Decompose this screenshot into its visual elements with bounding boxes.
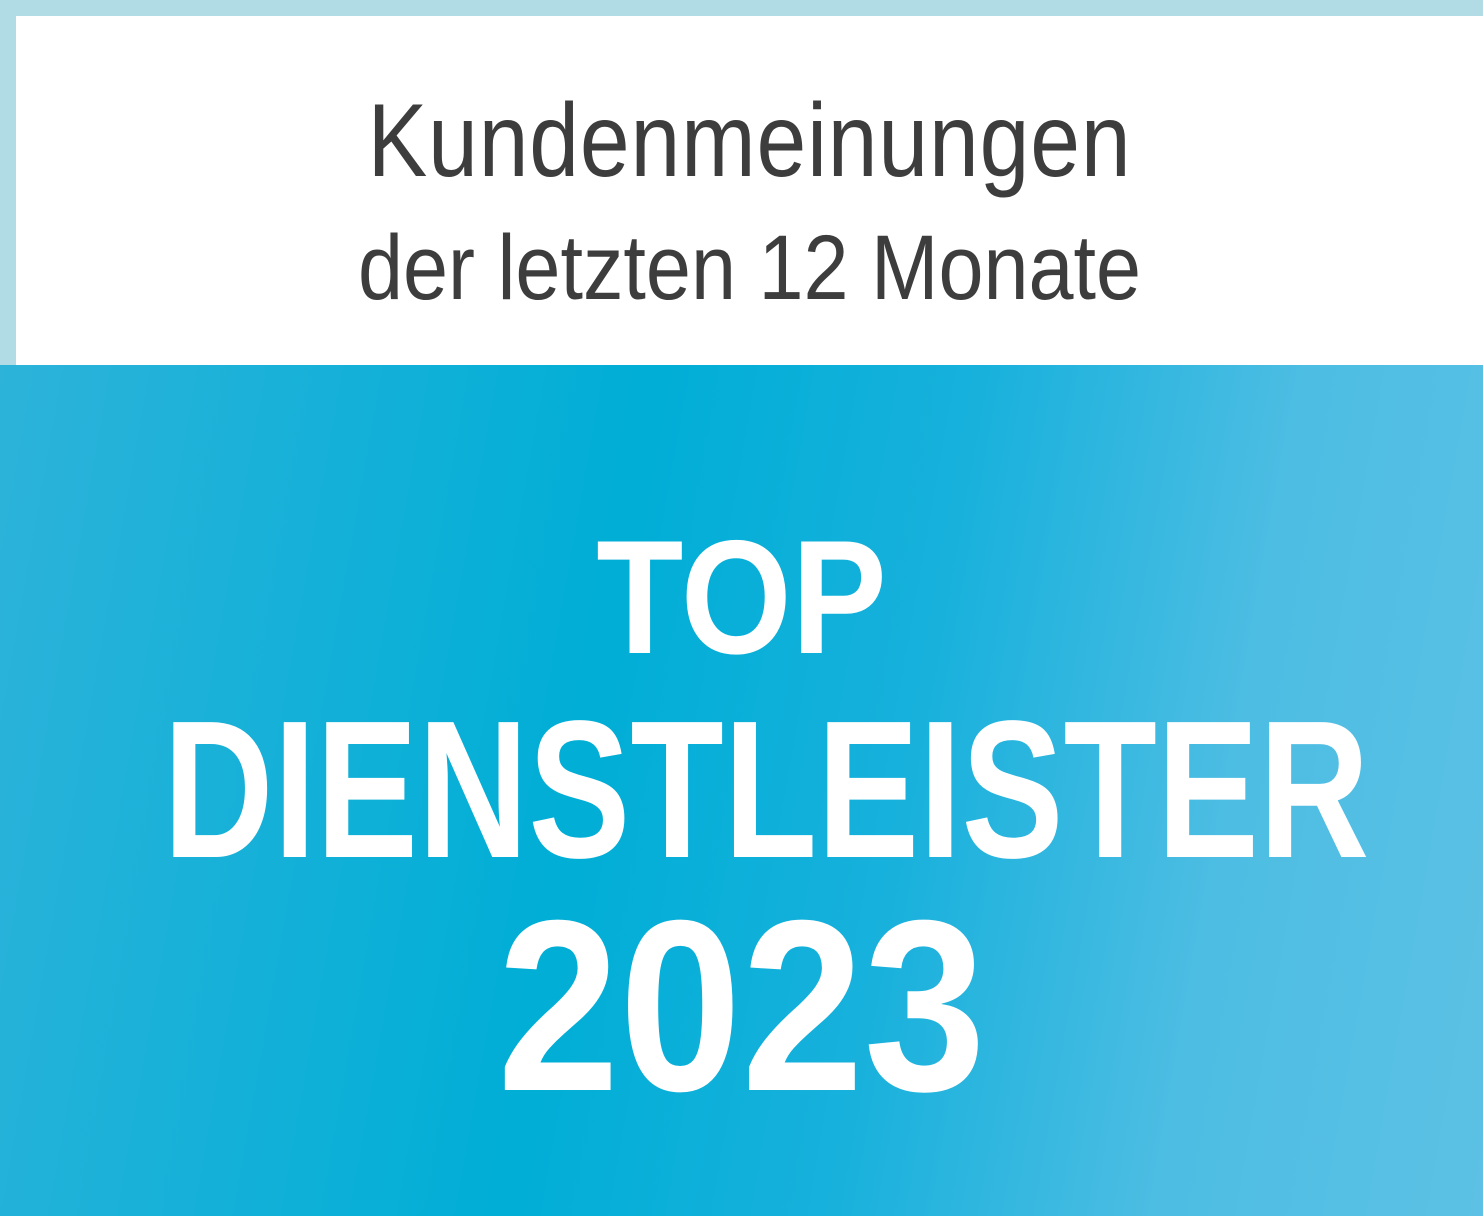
header-title: Kundenmeinungen — [367, 83, 1132, 199]
header-subtitle: der letzten 12 Monate — [357, 217, 1142, 319]
badge-year-text: 2023 — [497, 869, 986, 1142]
badge-panel: TOP DIENSTLEISTER 2023 — [0, 365, 1483, 1216]
header-panel: Kundenmeinungen der letzten 12 Monate — [16, 16, 1483, 365]
badge-top-text: TOP — [596, 507, 887, 688]
badge-title-text: DIENSTLEISTER — [163, 680, 1370, 899]
